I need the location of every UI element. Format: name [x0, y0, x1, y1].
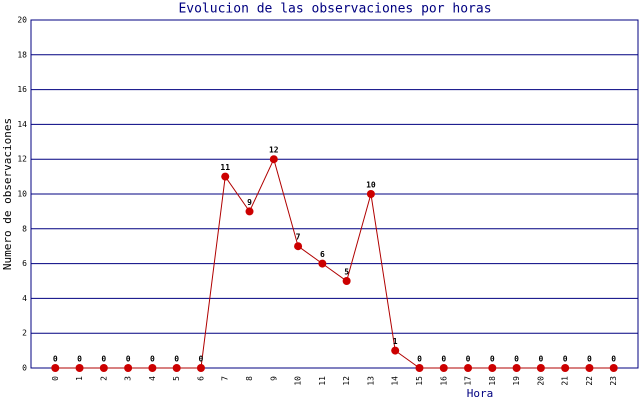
data-label: 0: [563, 355, 568, 364]
data-label: 0: [538, 355, 543, 364]
data-label: 11: [220, 163, 230, 172]
y-tick-label: 10: [17, 190, 27, 199]
data-label: 9: [247, 198, 252, 207]
data-label: 0: [514, 355, 519, 364]
chart-title: Evolucion de las observaciones por horas: [178, 2, 491, 17]
data-point: [512, 364, 521, 372]
data-label: 0: [466, 355, 471, 364]
y-tick-label: 16: [17, 85, 27, 94]
data-label: 6: [320, 250, 325, 259]
data-point: [221, 172, 230, 181]
data-label: 12: [269, 146, 279, 155]
data-label: 0: [174, 355, 179, 364]
data-label: 0: [490, 355, 495, 364]
data-label: 1: [393, 337, 398, 346]
x-tick-label: 4: [148, 376, 157, 381]
y-tick-label: 14: [17, 120, 27, 129]
y-axis-title: Numero de observaciones: [1, 118, 14, 270]
data-point: [245, 207, 254, 216]
y-tick-label: 2: [22, 329, 27, 338]
data-point: [342, 277, 351, 285]
data-point: [196, 364, 205, 372]
x-tick-label: 1: [75, 376, 84, 381]
x-tick-label: 23: [609, 376, 618, 386]
y-tick-label: 18: [17, 50, 27, 59]
y-tick-label: 4: [22, 294, 27, 303]
data-point: [366, 190, 375, 198]
data-label: 0: [587, 355, 592, 364]
data-label: 0: [199, 355, 204, 364]
data-point: [536, 364, 545, 372]
data-point: [439, 364, 448, 372]
x-tick-label: 18: [488, 376, 497, 386]
x-tick-label: 11: [318, 376, 327, 386]
data-label: 0: [611, 355, 616, 364]
x-tick-label: 10: [294, 376, 303, 386]
x-tick-label: 16: [439, 376, 448, 386]
x-tick-label: 20: [536, 376, 545, 386]
x-tick-label: 22: [585, 376, 594, 386]
data-point: [99, 364, 108, 372]
data-point: [585, 364, 594, 372]
series-line: [55, 157, 614, 369]
x-tick-label: 0: [51, 376, 60, 381]
data-point: [391, 346, 400, 355]
x-tick-label: 19: [512, 376, 521, 386]
x-tick-label: 5: [172, 376, 181, 381]
x-tick-label: 15: [415, 376, 424, 386]
data-point: [318, 259, 327, 268]
x-axis-title: Hora: [467, 387, 494, 400]
data-point: [464, 364, 473, 372]
x-tick-label: 12: [342, 376, 351, 386]
data-label: 0: [441, 355, 446, 364]
x-tick-label: 6: [196, 376, 205, 381]
data-label: 0: [150, 355, 155, 364]
data-point: [561, 364, 570, 372]
data-point: [294, 242, 303, 251]
x-tick-label: 9: [269, 376, 278, 381]
data-label: 0: [417, 355, 422, 364]
data-point: [609, 364, 618, 372]
x-tick-label: 21: [561, 376, 570, 386]
x-tick-label: 2: [99, 376, 108, 381]
data-point: [124, 364, 133, 372]
y-tick-label: 6: [22, 259, 27, 268]
y-tick-label: 8: [22, 224, 27, 233]
y-tick-label: 12: [17, 155, 27, 164]
x-tick-label: 8: [245, 376, 254, 381]
data-point: [75, 364, 84, 372]
data-point: [269, 155, 278, 164]
x-tick-label: 3: [124, 376, 133, 381]
data-point: [172, 364, 181, 372]
data-point: [415, 364, 424, 372]
y-tick-label: 0: [22, 364, 27, 373]
data-point: [51, 364, 60, 372]
data-label: 0: [101, 355, 106, 364]
data-point: [148, 364, 157, 372]
data-point: [488, 364, 497, 372]
data-label: 0: [126, 355, 131, 364]
data-label: 0: [53, 355, 58, 364]
x-tick-label: 17: [464, 376, 473, 386]
data-label: 0: [77, 355, 82, 364]
y-tick-label: 20: [17, 16, 27, 25]
data-label: 5: [344, 268, 349, 277]
x-tick-label: 7: [221, 376, 230, 381]
data-label: 7: [296, 233, 301, 242]
data-label: 10: [366, 181, 376, 190]
x-tick-label: 13: [366, 376, 375, 386]
x-tick-label: 14: [391, 376, 400, 386]
